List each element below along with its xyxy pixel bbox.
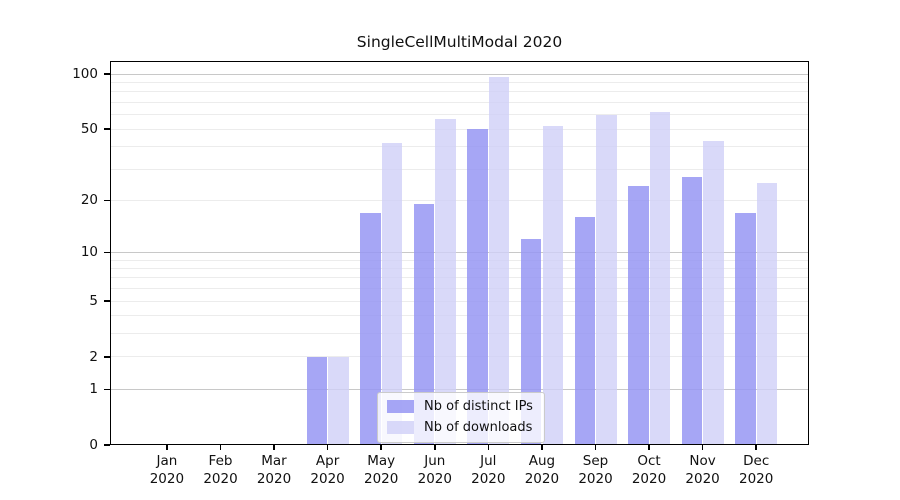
bar-distinct-ips [360,212,381,445]
x-tick [380,445,382,450]
bar-distinct-ips [574,217,595,445]
y-tick-label: 100 [72,66,98,83]
x-tick-label: Jun 2020 [417,453,452,487]
gridline-minor [110,356,809,358]
legend-item-distinct-ips: Nb of distinct IPs [387,399,533,414]
y-tick-label: 2 [89,348,98,365]
gridline-major [110,73,809,75]
y-axis-labels: 0 1 2 5 10 20 50 100 [0,61,104,453]
bar-downloads [703,140,724,445]
x-tick [166,445,168,450]
bar-distinct-ips [681,177,703,445]
gridline-major [110,251,809,253]
x-tick [594,445,597,450]
x-tick-label: Nov 2020 [685,453,720,487]
y-tick [104,356,110,358]
x-tick [755,445,757,450]
gridline-minor [110,259,809,261]
bar-downloads [328,356,349,445]
plot-area: Nb of distinct IPs Nb of downloads [110,61,809,445]
bar-downloads [596,114,617,445]
gridline-minor [110,315,809,317]
y-tick-label: 0 [89,437,98,453]
chart-title: SingleCellMultiModal 2020 [356,33,563,51]
bar-distinct-ips [735,212,756,445]
bar-distinct-ips [628,186,649,445]
bar-downloads [756,183,778,445]
x-tick [434,445,436,450]
legend-swatch-distinct-ips [387,400,414,413]
gridline-minor [110,114,809,116]
x-tick-label: Apr 2020 [310,453,345,487]
gridline-minor [110,300,809,302]
legend-label-downloads: Nb of downloads [424,420,533,435]
x-tick-label: Jan 2020 [149,453,185,487]
x-tick [701,445,704,450]
y-tick [104,199,110,202]
x-tick-label: Oct 2020 [631,453,667,487]
x-tick-label: Jul 2020 [471,453,506,487]
gridline-minor [110,199,809,201]
bar-distinct-ips [413,204,435,445]
x-tick-label: Sep 2020 [578,453,613,487]
y-axis-ticks [104,61,110,446]
bar-distinct-ips [306,356,328,445]
y-tick [104,251,110,254]
y-tick [104,388,110,391]
x-tick-label: Dec 2020 [739,453,774,487]
gridline-minor [110,268,809,269]
x-tick [219,445,222,450]
x-tick-label: Aug 2020 [524,453,560,487]
gridline-minor [110,333,809,335]
x-tick-label: May 2020 [364,453,399,487]
gridline-minor [110,102,809,103]
y-tick-label: 50 [80,121,98,138]
y-tick-label: 10 [80,244,98,261]
y-tick [104,73,110,75]
y-tick [104,128,110,130]
legend-item-downloads: Nb of downloads [387,420,533,435]
y-tick-label: 5 [89,293,98,309]
x-tick-label: Feb 2020 [203,453,238,487]
legend: Nb of distinct IPs Nb of downloads [377,392,545,443]
x-axis: Jan 2020 Feb 2020 Mar 2020 Apr 2020 May 2020… [110,445,809,500]
gridline-minor [110,128,809,130]
y-tick-label: 1 [89,381,98,398]
gridline-minor [110,91,809,93]
x-tick [487,445,490,450]
y-tick [104,444,110,446]
gridline-minor [110,277,809,279]
bar-downloads [435,118,456,445]
x-tick [541,445,543,450]
legend-label-distinct-ips: Nb of distinct IPs [424,399,533,414]
y-tick-label: 20 [80,192,98,209]
gridline-minor [110,168,809,170]
gridline-minor [110,288,809,290]
x-tick [273,445,275,450]
bar-distinct-ips [467,129,488,445]
x-tick [648,445,650,450]
x-tick [326,445,329,450]
bar-downloads [542,126,563,445]
gridline-minor [110,146,809,148]
gridline-major [110,388,809,390]
bar-downloads [649,112,671,445]
bar-downloads [488,77,510,445]
bar-downloads [381,142,403,445]
gridline-minor [110,82,809,84]
x-tick-label: Mar 2020 [256,453,292,487]
legend-swatch-downloads [387,421,414,434]
y-tick [104,300,110,302]
